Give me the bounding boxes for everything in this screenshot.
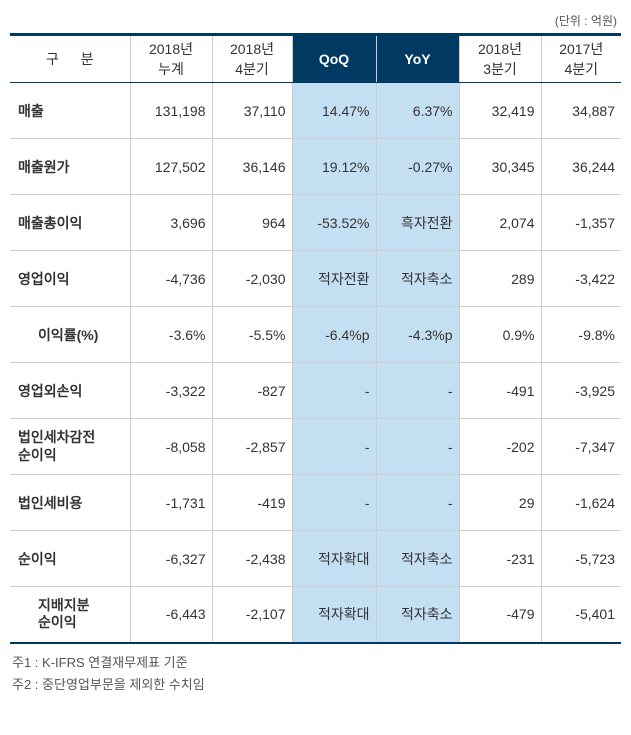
cell-value: 289 — [459, 251, 541, 307]
cell-qoq: - — [292, 419, 376, 475]
header-category-left: 구 — [46, 49, 59, 69]
row-label: 지배지분순이익 — [10, 587, 130, 643]
cell-qoq: -6.4%p — [292, 307, 376, 363]
table-row: 매출원가127,50236,14619.12%-0.27%30,34536,24… — [10, 139, 621, 195]
cell-value: 36,244 — [541, 139, 621, 195]
row-label: 매출원가 — [10, 139, 130, 195]
cell-value: 36,146 — [212, 139, 292, 195]
header-2018-q3: 2018년3분기 — [459, 35, 541, 83]
cell-value: 37,110 — [212, 83, 292, 139]
cell-value: -2,107 — [212, 587, 292, 643]
row-label: 법인세차감전순이익 — [10, 419, 130, 475]
cell-value: -491 — [459, 363, 541, 419]
cell-value: -3,422 — [541, 251, 621, 307]
cell-value: 131,198 — [130, 83, 212, 139]
cell-yoy: - — [376, 363, 459, 419]
cell-qoq: - — [292, 475, 376, 531]
cell-yoy: 6.37% — [376, 83, 459, 139]
cell-yoy: 적자축소 — [376, 251, 459, 307]
header-yoy: YoY — [376, 35, 459, 83]
cell-value: -6,327 — [130, 531, 212, 587]
cell-qoq: 14.47% — [292, 83, 376, 139]
cell-yoy: -4.3%p — [376, 307, 459, 363]
cell-value: -4,736 — [130, 251, 212, 307]
cell-value: 34,887 — [541, 83, 621, 139]
cell-value: -9.8% — [541, 307, 621, 363]
cell-value: -202 — [459, 419, 541, 475]
table-row: 법인세비용-1,731-419--29-1,624 — [10, 475, 621, 531]
header-2018-q4: 2018년4분기 — [212, 35, 292, 83]
cell-value: -1,357 — [541, 195, 621, 251]
cell-value: -1,624 — [541, 475, 621, 531]
header-category-right: 분 — [81, 49, 94, 69]
row-label: 영업외손익 — [10, 363, 130, 419]
cell-value: -3.6% — [130, 307, 212, 363]
financial-table: 구 분 2018년누계 2018년4분기 QoQ YoY 2018년3분기 20… — [10, 33, 621, 644]
cell-qoq: 적자전환 — [292, 251, 376, 307]
header-2017-q4: 2017년4분기 — [541, 35, 621, 83]
cell-yoy: 적자축소 — [376, 587, 459, 643]
cell-value: 32,419 — [459, 83, 541, 139]
cell-value: 2,074 — [459, 195, 541, 251]
cell-value: -1,731 — [130, 475, 212, 531]
cell-value: -5,723 — [541, 531, 621, 587]
cell-value: -6,443 — [130, 587, 212, 643]
footnotes: 주1 : K-IFRS 연결재무제표 기준 주2 : 중단영업부문을 제외한 수… — [10, 644, 621, 696]
cell-qoq: 적자확대 — [292, 587, 376, 643]
cell-value: -231 — [459, 531, 541, 587]
cell-value: 29 — [459, 475, 541, 531]
cell-value: 0.9% — [459, 307, 541, 363]
cell-value: -3,322 — [130, 363, 212, 419]
cell-value: -419 — [212, 475, 292, 531]
cell-value: -479 — [459, 587, 541, 643]
cell-value: -5.5% — [212, 307, 292, 363]
row-label: 법인세비용 — [10, 475, 130, 531]
cell-yoy: -0.27% — [376, 139, 459, 195]
table-row: 지배지분순이익-6,443-2,107적자확대적자축소-479-5,401 — [10, 587, 621, 643]
cell-value: -3,925 — [541, 363, 621, 419]
cell-qoq: -53.52% — [292, 195, 376, 251]
unit-label: (단위 : 억원) — [10, 10, 621, 33]
cell-value: -5,401 — [541, 587, 621, 643]
row-label: 매출 — [10, 83, 130, 139]
cell-qoq: 적자확대 — [292, 531, 376, 587]
header-2018-cum: 2018년누계 — [130, 35, 212, 83]
cell-value: -827 — [212, 363, 292, 419]
row-label: 순이익 — [10, 531, 130, 587]
cell-value: 3,696 — [130, 195, 212, 251]
table-body: 매출131,19837,11014.47%6.37%32,41934,887매출… — [10, 83, 621, 643]
table-row: 이익률(%)-3.6%-5.5%-6.4%p-4.3%p0.9%-9.8% — [10, 307, 621, 363]
cell-value: 964 — [212, 195, 292, 251]
table-row: 법인세차감전순이익-8,058-2,857---202-7,347 — [10, 419, 621, 475]
cell-qoq: - — [292, 363, 376, 419]
cell-value: 127,502 — [130, 139, 212, 195]
cell-value: -2,030 — [212, 251, 292, 307]
cell-qoq: 19.12% — [292, 139, 376, 195]
table-row: 매출131,19837,11014.47%6.37%32,41934,887 — [10, 83, 621, 139]
table-row: 매출총이익3,696964-53.52%흑자전환2,074-1,357 — [10, 195, 621, 251]
cell-yoy: - — [376, 475, 459, 531]
cell-yoy: 흑자전환 — [376, 195, 459, 251]
footnote-1: 주1 : K-IFRS 연결재무제표 기준 — [12, 652, 619, 674]
header-qoq: QoQ — [292, 35, 376, 83]
table-header-row: 구 분 2018년누계 2018년4분기 QoQ YoY 2018년3분기 20… — [10, 35, 621, 83]
header-category: 구 분 — [10, 35, 130, 83]
cell-yoy: - — [376, 419, 459, 475]
row-label: 매출총이익 — [10, 195, 130, 251]
cell-value: -2,438 — [212, 531, 292, 587]
row-label: 영업이익 — [10, 251, 130, 307]
row-label: 이익률(%) — [10, 307, 130, 363]
cell-value: -2,857 — [212, 419, 292, 475]
cell-value: -8,058 — [130, 419, 212, 475]
table-row: 영업외손익-3,322-827---491-3,925 — [10, 363, 621, 419]
footnote-2: 주2 : 중단영업부문을 제외한 수치임 — [12, 674, 619, 696]
cell-yoy: 적자축소 — [376, 531, 459, 587]
table-row: 영업이익-4,736-2,030적자전환적자축소289-3,422 — [10, 251, 621, 307]
table-row: 순이익-6,327-2,438적자확대적자축소-231-5,723 — [10, 531, 621, 587]
cell-value: -7,347 — [541, 419, 621, 475]
cell-value: 30,345 — [459, 139, 541, 195]
